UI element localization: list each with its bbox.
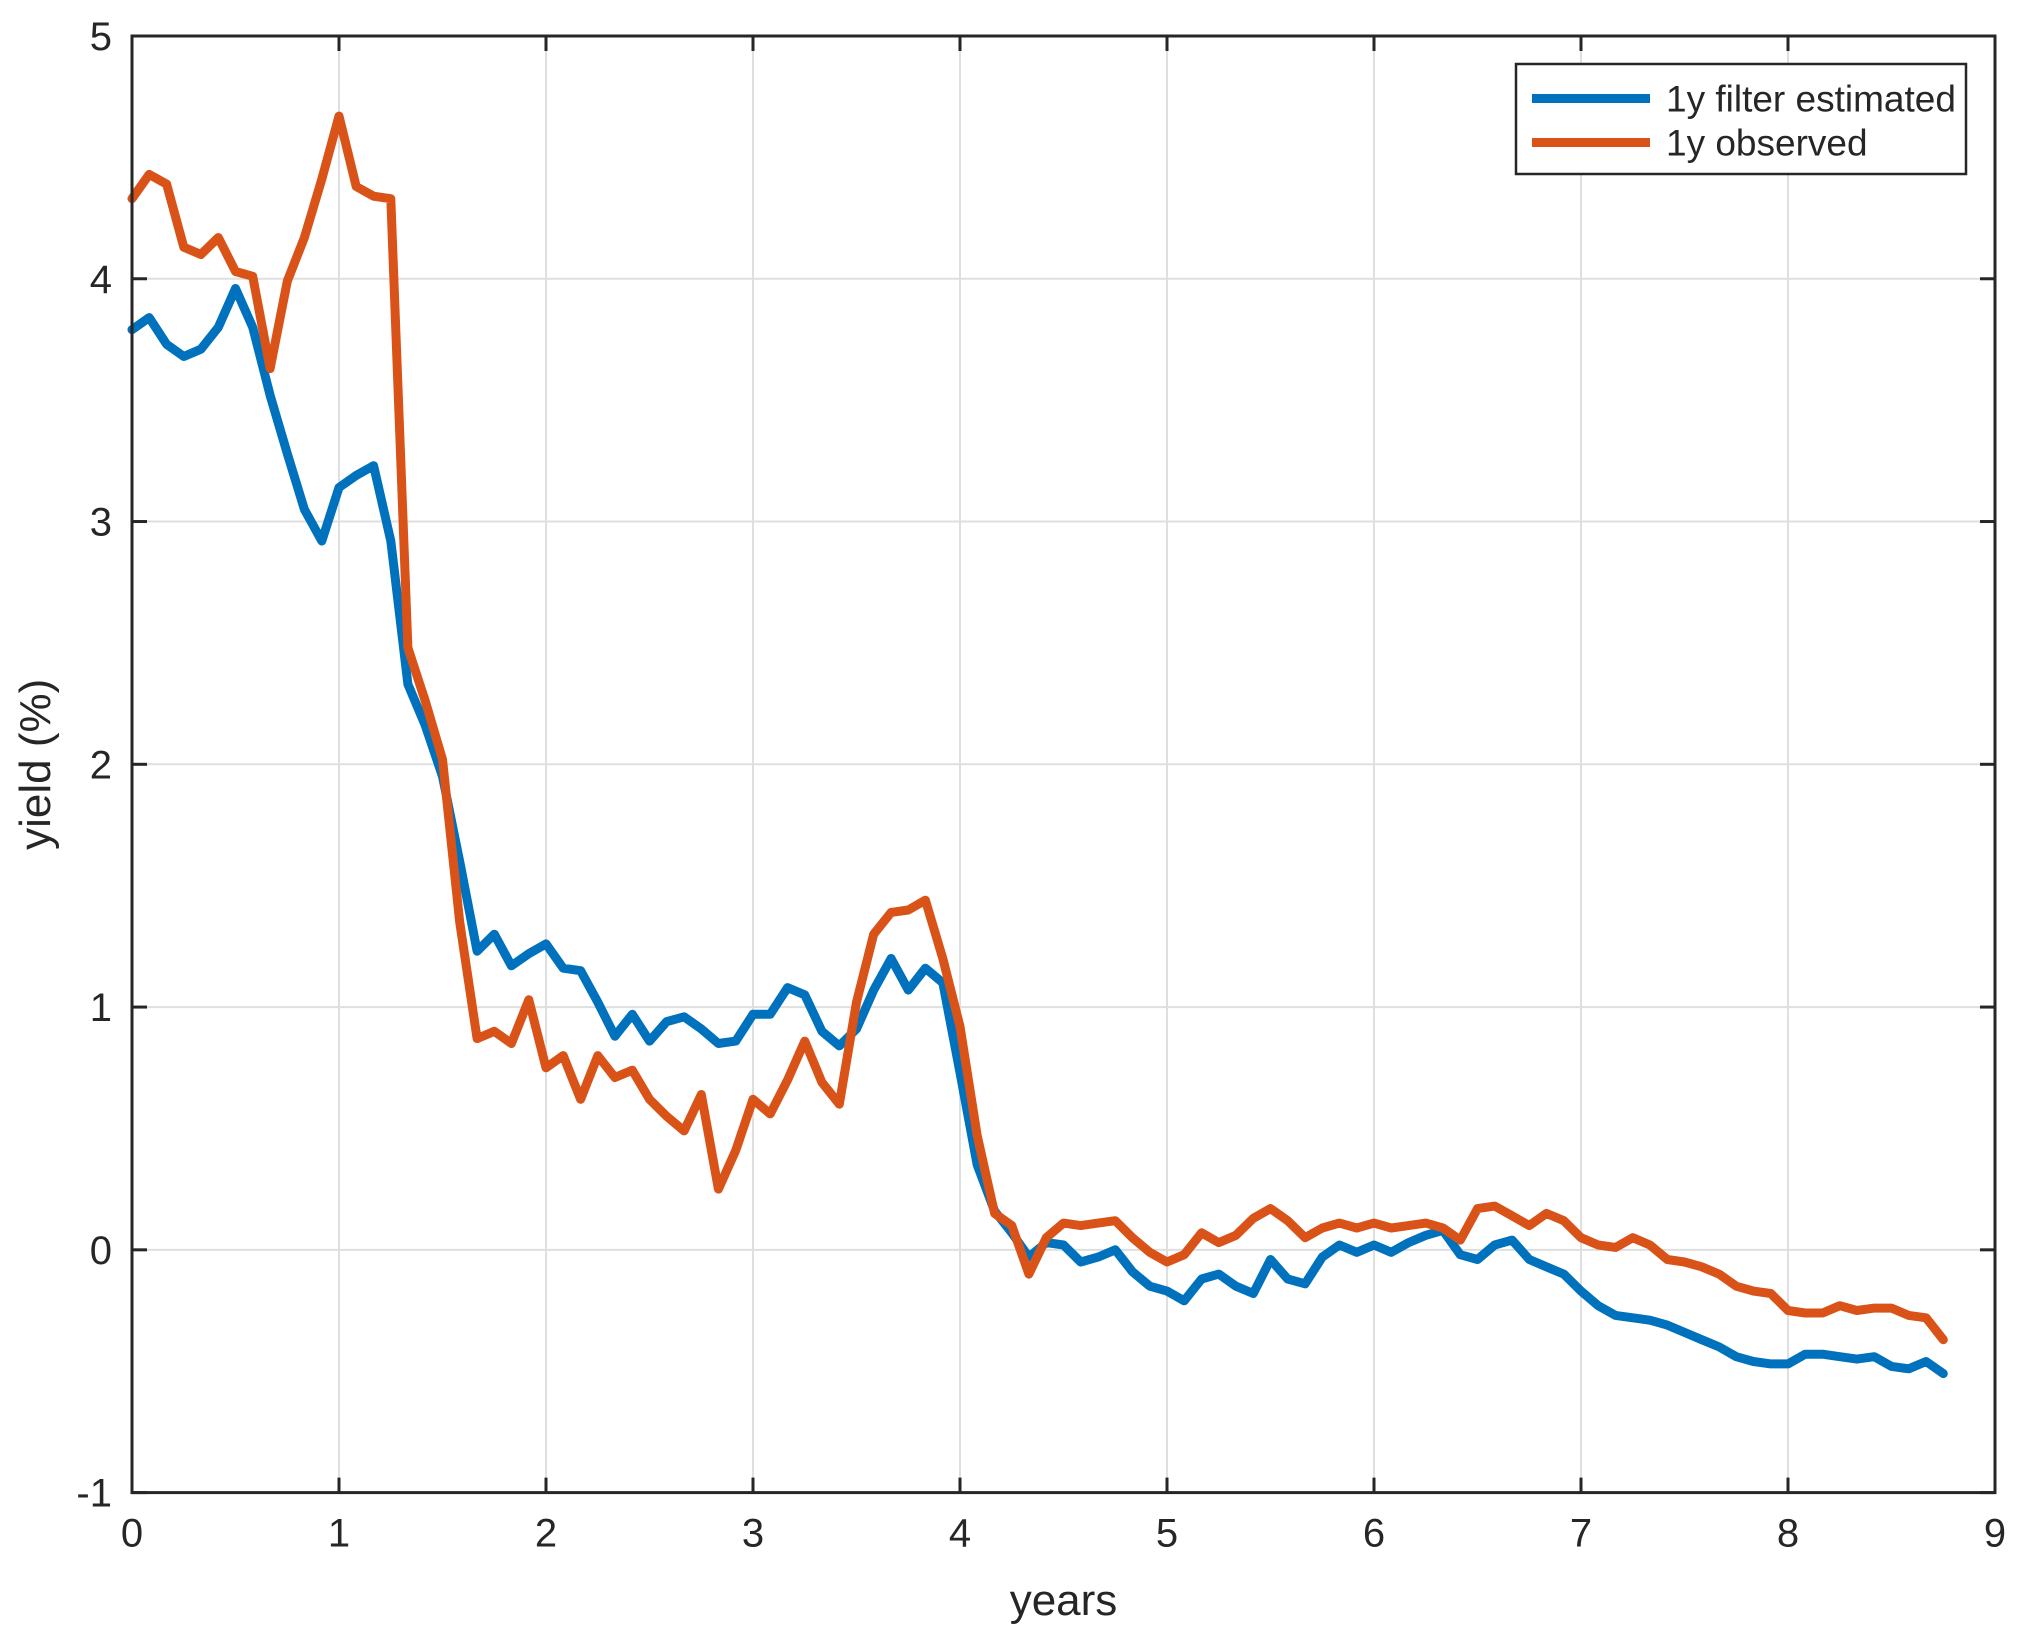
x-tick-label: 0 [121, 1512, 143, 1556]
x-tick-label: 6 [1363, 1512, 1385, 1556]
legend-label-observed: 1y observed [1666, 123, 1868, 164]
x-tick-label: 4 [949, 1512, 971, 1556]
series-line-1 [127, 111, 1948, 1345]
y-tick-label: 0 [90, 1229, 112, 1273]
y-tick-label: 3 [90, 501, 112, 545]
legend-box [1514, 62, 1968, 176]
y-tick-label: 4 [90, 258, 112, 302]
legend-label-filter-estimated: 1y filter estimated [1666, 79, 1956, 120]
x-tick-label: 1 [328, 1512, 350, 1556]
x-tick-label: 7 [1570, 1512, 1592, 1556]
y-tick-label: 1 [90, 986, 112, 1030]
x-tick-label: 2 [535, 1512, 557, 1556]
x-tick-label: 5 [1156, 1512, 1178, 1556]
y-axis-label: yield (%) [11, 679, 60, 850]
y-tick-label: 5 [90, 15, 112, 59]
x-tick-label: 8 [1777, 1512, 1799, 1556]
axis-ticks [130, 34, 1997, 1495]
y-tick-label: -1 [76, 1472, 112, 1516]
y-tick-label: 2 [90, 743, 112, 787]
series-lines [127, 111, 1948, 1379]
x-tick-label: 3 [742, 1512, 764, 1556]
legend: 1y filter estimated 1y observed [1514, 62, 1968, 176]
x-tick-label: 9 [1984, 1512, 2006, 1556]
x-axis-label: years [1010, 1576, 1118, 1625]
